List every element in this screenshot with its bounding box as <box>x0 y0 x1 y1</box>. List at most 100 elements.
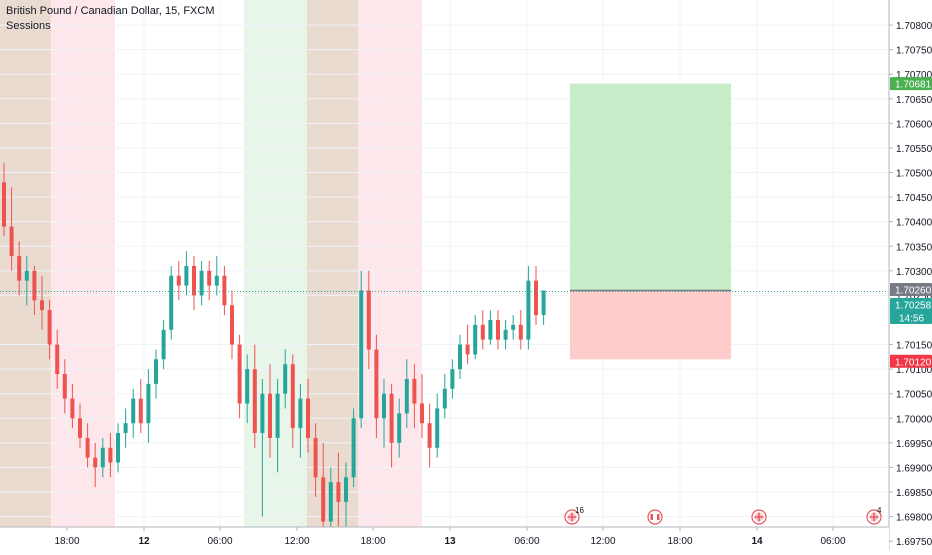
price-tick-label: 1.69850 <box>896 488 932 499</box>
take-profit-badge-text: 1.70681 <box>895 80 932 91</box>
candle-body <box>123 423 128 434</box>
candle-body <box>412 378 417 404</box>
candle <box>192 256 196 311</box>
event-marker[interactable] <box>647 509 663 525</box>
candle-body <box>351 418 356 478</box>
candle <box>123 408 128 448</box>
candle-body <box>245 369 250 404</box>
candle <box>131 388 136 438</box>
candle-body <box>374 349 379 419</box>
candle-body <box>47 310 52 345</box>
candles <box>2 162 546 537</box>
price-tick-label: 1.70000 <box>896 414 932 425</box>
candle-body <box>382 393 386 419</box>
candle-body <box>70 398 75 419</box>
candle-body <box>108 447 113 463</box>
candle <box>450 359 455 399</box>
candle <box>518 310 523 350</box>
time-tick-label: 13 <box>444 536 456 547</box>
candle-body <box>321 477 326 522</box>
candle <box>306 378 310 453</box>
candle <box>237 334 242 419</box>
event-marker[interactable]: 4 <box>866 506 882 525</box>
time-axis-bg <box>0 527 889 550</box>
candle <box>427 403 432 468</box>
candle <box>85 423 90 468</box>
candle-body <box>222 275 227 306</box>
candle-body <box>397 413 402 443</box>
session-band <box>51 0 115 527</box>
candle <box>283 349 288 409</box>
candle <box>169 265 174 340</box>
candle-body <box>176 275 181 286</box>
price-tick-label: 1.70800 <box>896 21 932 32</box>
price-axis: 1.70800 1.70750 1.70700 1.70650 1.70600 1.705… <box>888 0 932 550</box>
candle <box>496 310 500 350</box>
candle-body <box>473 324 478 355</box>
candle <box>146 369 151 443</box>
candle-body <box>503 329 508 340</box>
candle <box>47 300 52 360</box>
candle-body <box>359 290 364 419</box>
candle-body <box>488 319 493 340</box>
candle <box>207 260 212 301</box>
time-axis: 18:00 12 06:00 12:00 18:00 13 06:00 12:00 18:00 1… <box>0 526 889 550</box>
price-tick-label: 1.70300 <box>896 267 932 278</box>
candle-body <box>268 393 272 438</box>
candle <box>389 383 394 468</box>
candle <box>184 251 189 296</box>
candle <box>290 354 295 448</box>
time-tick-label: 12:00 <box>590 536 615 547</box>
candle-body <box>458 344 462 370</box>
indicator-name[interactable]: Sessions <box>6 20 51 32</box>
candle <box>420 374 424 438</box>
price-tick-label: 1.69800 <box>896 513 932 524</box>
candle-body <box>9 226 14 257</box>
time-tick-label: 18:00 <box>54 536 79 547</box>
candle-body <box>252 369 257 434</box>
time-tick-label: 18:00 <box>667 536 692 547</box>
price-tick-label: 1.69900 <box>896 463 932 474</box>
event-marker[interactable] <box>751 509 767 525</box>
price-tick-label: 1.70700 <box>896 70 932 81</box>
candle <box>260 378 265 517</box>
candle-body <box>62 374 67 399</box>
candle <box>116 423 120 473</box>
candle-body <box>2 182 6 227</box>
time-tick-label: 06:00 <box>514 536 539 547</box>
candle <box>328 467 333 532</box>
price-tick-label: 1.70250 <box>896 291 932 302</box>
candle-body <box>237 344 242 404</box>
price-tick-label: 1.70650 <box>896 95 932 106</box>
candle-body <box>230 305 234 345</box>
current-price-badge: 1.70258 14:56 <box>890 297 932 324</box>
candle-body <box>344 477 348 502</box>
candle-body <box>85 437 90 458</box>
candle <box>70 383 75 429</box>
candle-body <box>24 270 29 281</box>
candle <box>40 275 44 330</box>
take-profit-badge: 1.70681 <box>890 77 932 91</box>
candle-body <box>450 369 455 389</box>
candle <box>32 265 37 316</box>
candle-body <box>55 344 60 375</box>
candle-body <box>496 319 500 340</box>
grid-lines <box>0 0 888 542</box>
event-marker[interactable]: 16 <box>564 506 584 525</box>
price-tick-label: 1.70100 <box>896 365 932 376</box>
candle-body <box>389 393 394 443</box>
symbol-title[interactable]: British Pound / Canadian Dollar, 15, FXC… <box>6 5 215 17</box>
price-tick-label: 1.70050 <box>896 390 932 401</box>
candle-body <box>32 270 37 301</box>
candle <box>465 324 470 365</box>
candle <box>412 364 417 429</box>
candle <box>526 265 531 350</box>
price-axis-bg <box>889 0 932 550</box>
candle-body <box>290 364 295 429</box>
candle <box>275 378 280 473</box>
countdown-text: 14:56 <box>899 313 924 324</box>
stop-loss-badge-text: 1.70120 <box>895 357 932 368</box>
session-band <box>0 0 51 527</box>
